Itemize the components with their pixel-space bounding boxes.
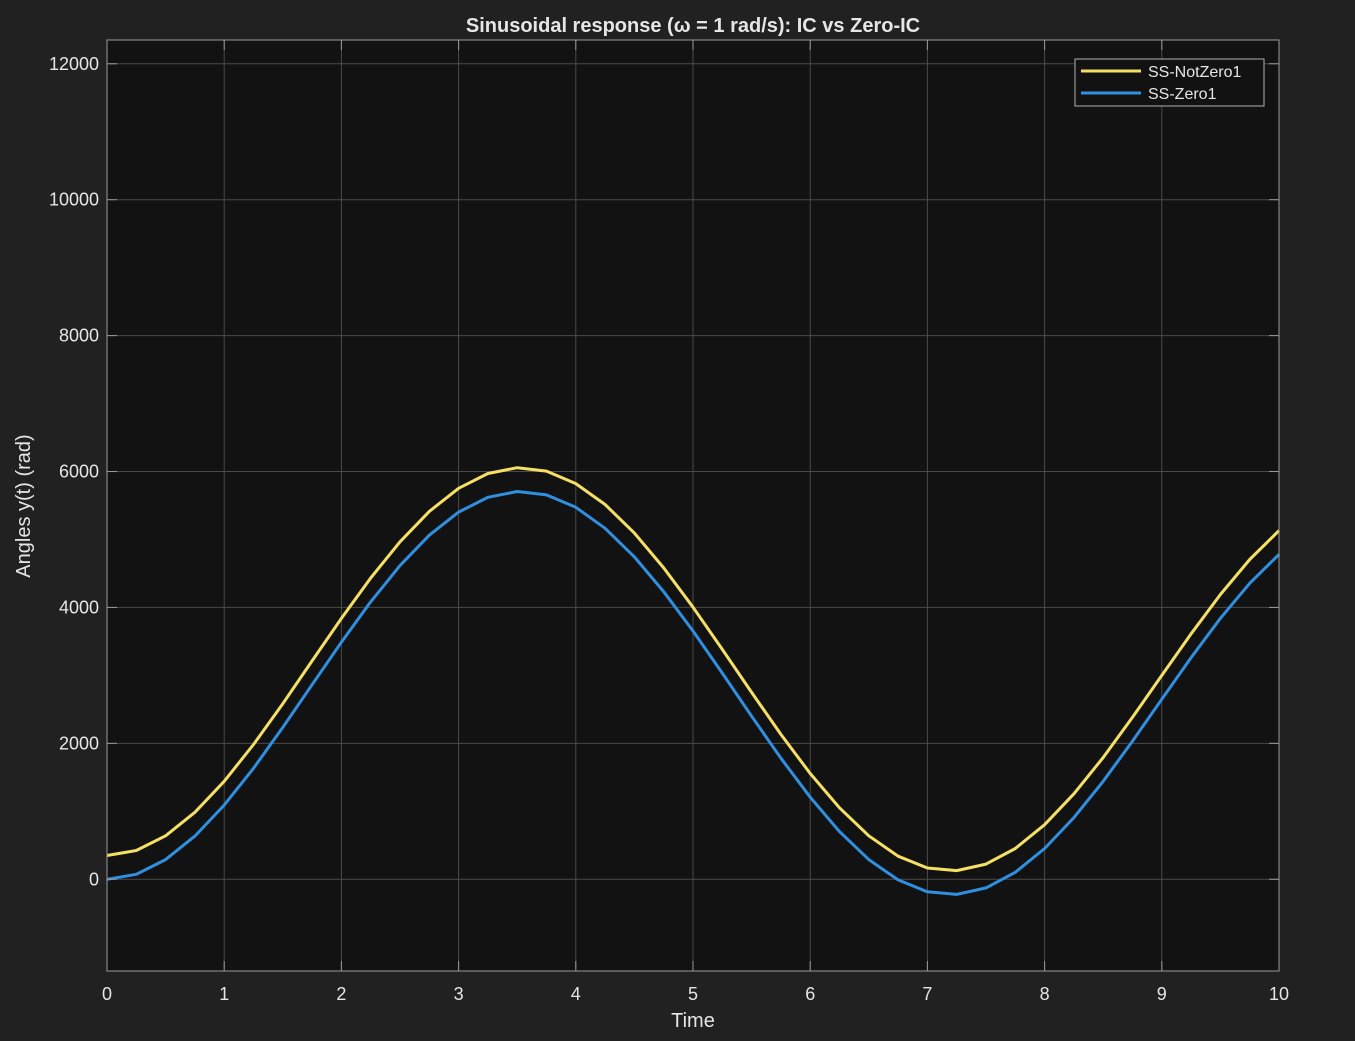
legend-box xyxy=(1074,58,1265,107)
x-tick-label: 4 xyxy=(571,984,581,1004)
y-tick-label: 2000 xyxy=(59,733,99,753)
x-tick-label: 10 xyxy=(1269,984,1289,1004)
x-tick-label: 1 xyxy=(219,984,229,1004)
y-tick-label: 10000 xyxy=(49,190,99,210)
legend-label-ss-zero1: SS-Zero1 xyxy=(1148,86,1217,103)
x-tick-label: 0 xyxy=(102,984,112,1004)
y-tick-label: 0 xyxy=(89,869,99,889)
chart-title: Sinusoidal response (ω = 1 rad/s): IC vs… xyxy=(466,15,920,37)
x-tick-label: 5 xyxy=(688,984,698,1004)
x-tick-label: 2 xyxy=(336,984,346,1004)
grid-lines xyxy=(106,40,1280,971)
x-tick-label: 6 xyxy=(805,984,815,1004)
x-tick-label: 7 xyxy=(922,984,932,1004)
y-tick-label: 8000 xyxy=(59,326,99,346)
legend-label-ss-notzero1: SS-NotZero1 xyxy=(1148,64,1241,81)
x-tick-label: 9 xyxy=(1157,984,1167,1004)
x-tick-label: 8 xyxy=(1040,984,1050,1004)
y-tick-label: 4000 xyxy=(59,597,99,617)
legend: SS-NotZero1 SS-Zero1 xyxy=(1074,58,1265,107)
y-tick-labels: 0 2000 4000 6000 8000 10000 12000 xyxy=(49,54,99,889)
series-lines xyxy=(106,466,1281,896)
x-tick-label: 3 xyxy=(454,984,464,1004)
x-axis-label: Time xyxy=(671,1010,715,1032)
series-line-ss-notzero1 xyxy=(106,466,1281,873)
tick-marks xyxy=(106,40,1280,971)
series-line-ss-zero1 xyxy=(106,490,1281,896)
y-axis-label: Angles y(t) (rad) xyxy=(13,434,35,577)
y-tick-label: 6000 xyxy=(59,462,99,482)
y-tick-label: 12000 xyxy=(49,54,99,74)
x-tick-labels: 0 1 2 3 4 5 6 7 8 9 10 xyxy=(102,984,1289,1004)
